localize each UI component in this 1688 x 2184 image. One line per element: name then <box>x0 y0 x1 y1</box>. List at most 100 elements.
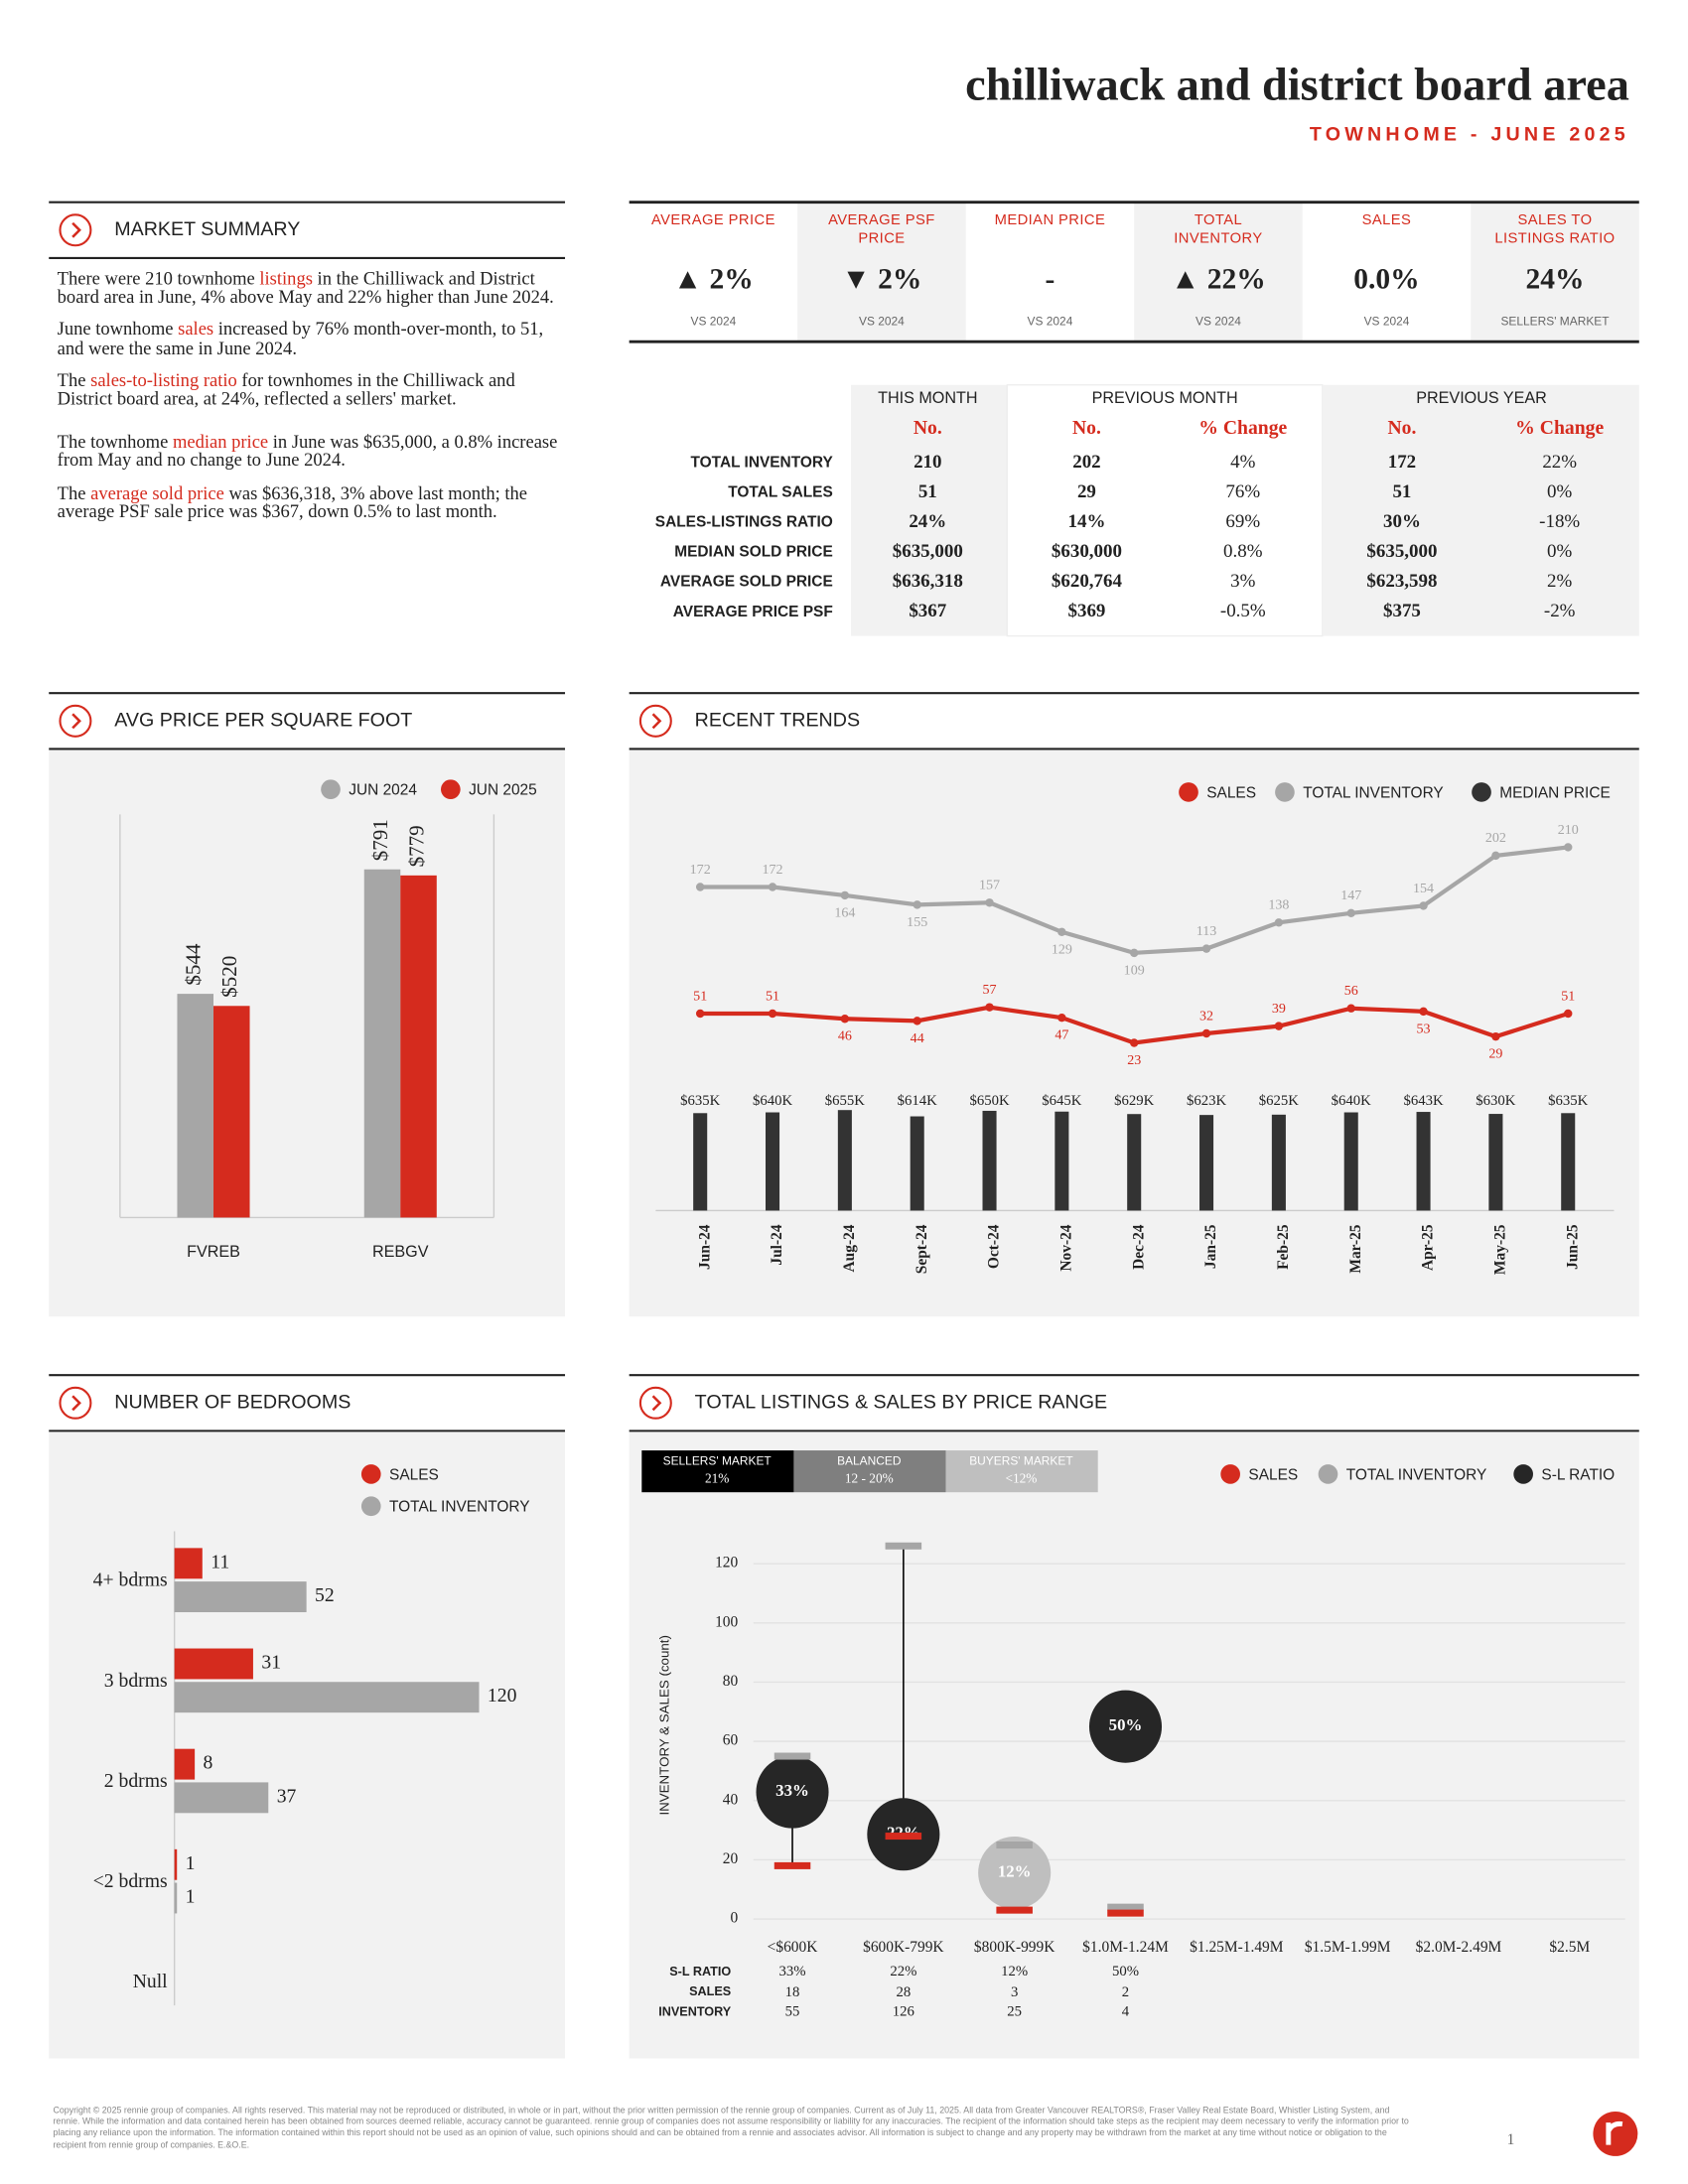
x-tick-label: REBGV <box>372 1243 429 1261</box>
line-point <box>695 1009 705 1019</box>
data-label: $791 <box>368 819 392 861</box>
summary-paragraph: The townhome median price in June was $6… <box>58 433 563 470</box>
line-point <box>1491 1031 1500 1041</box>
sales-marker <box>1107 1909 1144 1917</box>
table-cell: 24% <box>909 511 946 532</box>
inventory-marker <box>1107 1903 1144 1911</box>
bar <box>174 1748 196 1780</box>
table-shade <box>1322 384 1639 636</box>
section-title: TOTAL LISTINGS & SALES BY PRICE RANGE <box>695 1391 1107 1413</box>
market-band <box>793 1450 946 1493</box>
bar <box>174 1581 307 1613</box>
summary-text: The <box>57 481 91 503</box>
section-icon <box>638 704 672 738</box>
kpi-label-box: AVERAGE PSF PRICE <box>828 212 934 247</box>
bar <box>837 1110 852 1211</box>
summary-paragraph: The average sold price was $636,318, 3% … <box>58 483 563 520</box>
table-cell: 202 <box>1072 452 1100 473</box>
bar <box>1127 1114 1142 1211</box>
kpi-note: VS 2024 <box>691 315 737 329</box>
legend-label: SALES <box>1248 1466 1298 1483</box>
table-group-header: THIS MONTH <box>878 389 977 407</box>
section-icon <box>638 1386 672 1420</box>
bar <box>213 1006 250 1218</box>
data-label: 109 <box>1124 962 1145 978</box>
row-value: 4 <box>1122 2004 1130 2020</box>
legend-label: SALES <box>389 1466 439 1483</box>
row-label: SALES <box>689 1984 731 1998</box>
data-label: 202 <box>1485 830 1506 846</box>
bar <box>1488 1114 1503 1211</box>
row-value: 50% <box>1112 1964 1139 1979</box>
table-column-header: No. <box>1387 417 1416 439</box>
line-point <box>1201 1028 1211 1038</box>
data-label: $520 <box>217 956 241 998</box>
inventory-marker <box>996 1842 1033 1849</box>
bar <box>1416 1112 1431 1211</box>
y-tick-label: 40 <box>723 1791 739 1808</box>
data-label: $635K <box>1548 1093 1589 1109</box>
data-label: 29 <box>1488 1046 1502 1062</box>
table-cell: $636,318 <box>893 571 963 592</box>
kpi-label-box: MEDIAN PRICE <box>995 212 1105 229</box>
kpi-value: 0.0% <box>1353 264 1419 296</box>
x-tick-label: <$600K <box>768 1939 818 1956</box>
summary-highlight: sales <box>178 318 214 340</box>
summary-text: June townhome <box>57 318 179 340</box>
line-point <box>1564 1009 1573 1019</box>
line-point <box>1346 908 1355 918</box>
data-label: 51 <box>766 988 779 1004</box>
data-label: $630K <box>1476 1093 1516 1109</box>
logo-mark <box>1606 2120 1623 2145</box>
kpi-label: TOTAL INVENTORY <box>1174 211 1263 247</box>
bar <box>174 1548 203 1579</box>
data-label: 57 <box>983 982 997 998</box>
section-icon-chevron <box>651 713 662 730</box>
table-cell: $367 <box>909 601 946 621</box>
row-value: 33% <box>778 1964 805 1979</box>
section-icon <box>59 704 92 738</box>
section-title: NUMBER OF BEDROOMS <box>114 1391 351 1413</box>
data-label: 154 <box>1413 881 1434 896</box>
line-point <box>1419 1007 1428 1017</box>
y-tick-label: 2 bdrms <box>104 1770 168 1792</box>
section-icon-chevron <box>651 1395 662 1412</box>
kpi-value: - <box>1046 264 1055 296</box>
table-cell: $369 <box>1067 601 1105 621</box>
data-label: 155 <box>907 914 927 930</box>
market-band <box>641 1450 794 1493</box>
data-label: $623K <box>1187 1093 1227 1109</box>
data-label: 1 <box>186 1852 196 1874</box>
row-label: S-L RATIO <box>669 1965 731 1979</box>
row-value: 22% <box>890 1964 916 1979</box>
market-band-range: 12 - 20% <box>845 1471 894 1486</box>
data-label: $643K <box>1403 1093 1443 1109</box>
row-value: 2 <box>1122 1984 1129 2000</box>
summary-text: in June was $635,000, a 0.8% increase fr… <box>57 431 558 472</box>
data-label: 56 <box>1344 983 1358 999</box>
bubble-label: 33% <box>775 1781 809 1800</box>
disclaimer: Copyright © 2025 rennie group of compani… <box>53 2106 1409 2150</box>
section-icon <box>59 213 92 247</box>
row-value: 126 <box>893 2004 914 2020</box>
y-tick-label: 100 <box>715 1613 738 1630</box>
line-point <box>1419 901 1428 910</box>
sales-marker <box>996 1906 1033 1914</box>
kpi-note: SELLERS' MARKET <box>1500 315 1610 329</box>
legend-label: TOTAL INVENTORY <box>389 1499 530 1516</box>
line-point <box>1129 1038 1139 1047</box>
data-label: 46 <box>838 1028 852 1044</box>
legend-marker <box>1513 1464 1533 1484</box>
legend-marker <box>440 779 461 799</box>
data-label: 47 <box>1055 1027 1068 1043</box>
data-label: 120 <box>488 1685 517 1706</box>
legend-marker <box>1179 782 1198 802</box>
data-label: $650K <box>969 1093 1010 1109</box>
kpi-value: 24% <box>1526 264 1585 296</box>
summary-text: for townhomes in the Chilliwack and Dist… <box>57 369 515 409</box>
bar <box>174 1848 178 1880</box>
table-cell: 0% <box>1547 541 1572 562</box>
bar <box>400 875 437 1218</box>
legend-label: S-L RATIO <box>1541 1466 1615 1483</box>
table-column-header: No. <box>1072 417 1101 439</box>
